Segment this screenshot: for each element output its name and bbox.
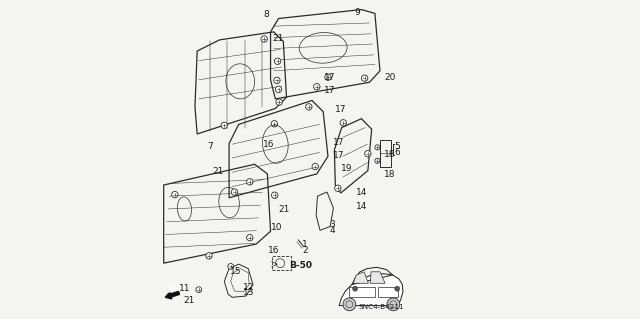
Circle shape (365, 151, 371, 157)
Bar (349, 287, 375, 297)
Text: 13: 13 (243, 288, 255, 297)
Text: FR.: FR. (165, 283, 181, 295)
Text: 10: 10 (271, 223, 282, 232)
Polygon shape (339, 274, 403, 306)
Text: B-50: B-50 (289, 261, 312, 270)
Text: 21: 21 (184, 296, 195, 305)
Circle shape (343, 298, 356, 311)
FancyArrow shape (165, 291, 179, 299)
Text: 8: 8 (264, 10, 269, 19)
Text: 2: 2 (302, 246, 308, 255)
Circle shape (353, 286, 358, 291)
Text: 7: 7 (208, 142, 214, 151)
Text: 9: 9 (355, 8, 360, 17)
Circle shape (271, 121, 278, 127)
Text: 16: 16 (263, 140, 275, 149)
Circle shape (324, 74, 331, 80)
Text: 18: 18 (385, 150, 396, 159)
Circle shape (246, 234, 253, 241)
Circle shape (271, 192, 278, 198)
Text: 20: 20 (385, 73, 396, 82)
Text: SNC4-B4211: SNC4-B4211 (359, 304, 404, 310)
Text: 14: 14 (356, 202, 368, 211)
Text: 11: 11 (179, 284, 191, 293)
Circle shape (275, 58, 281, 64)
Circle shape (306, 104, 312, 110)
Text: 1: 1 (302, 241, 308, 249)
Polygon shape (353, 272, 369, 283)
Text: 15: 15 (230, 267, 241, 276)
Circle shape (395, 286, 400, 291)
Text: 18: 18 (385, 170, 396, 179)
Circle shape (228, 263, 234, 269)
Circle shape (276, 99, 282, 105)
Text: 21: 21 (278, 205, 289, 214)
Circle shape (206, 253, 212, 259)
Bar (378, 287, 398, 297)
Text: 21: 21 (212, 167, 223, 176)
Circle shape (387, 298, 400, 311)
Bar (272, 256, 291, 270)
Circle shape (362, 75, 368, 81)
Text: 19: 19 (340, 164, 352, 173)
Circle shape (221, 122, 227, 129)
Circle shape (375, 145, 380, 150)
Text: 5: 5 (394, 142, 400, 151)
Circle shape (261, 36, 268, 42)
Text: 17: 17 (333, 151, 345, 160)
Circle shape (340, 120, 346, 126)
Circle shape (231, 189, 237, 195)
Text: 17: 17 (333, 138, 345, 147)
Circle shape (275, 86, 282, 93)
Circle shape (314, 84, 320, 90)
Text: 14: 14 (356, 189, 368, 197)
Circle shape (274, 77, 280, 84)
Polygon shape (371, 272, 385, 283)
Text: 4: 4 (330, 226, 335, 235)
Circle shape (196, 287, 202, 293)
Bar (380, 140, 391, 167)
Text: 17: 17 (324, 86, 335, 95)
Text: 12: 12 (243, 283, 255, 292)
Text: 3: 3 (330, 220, 335, 229)
Circle shape (375, 158, 380, 163)
Circle shape (335, 185, 341, 191)
Circle shape (312, 163, 319, 170)
Text: 17: 17 (335, 105, 347, 114)
Circle shape (172, 191, 178, 198)
Text: 17: 17 (324, 73, 335, 82)
Text: 16: 16 (268, 246, 279, 255)
Text: 6: 6 (394, 148, 400, 157)
Circle shape (246, 179, 253, 185)
Text: 21: 21 (273, 34, 284, 43)
